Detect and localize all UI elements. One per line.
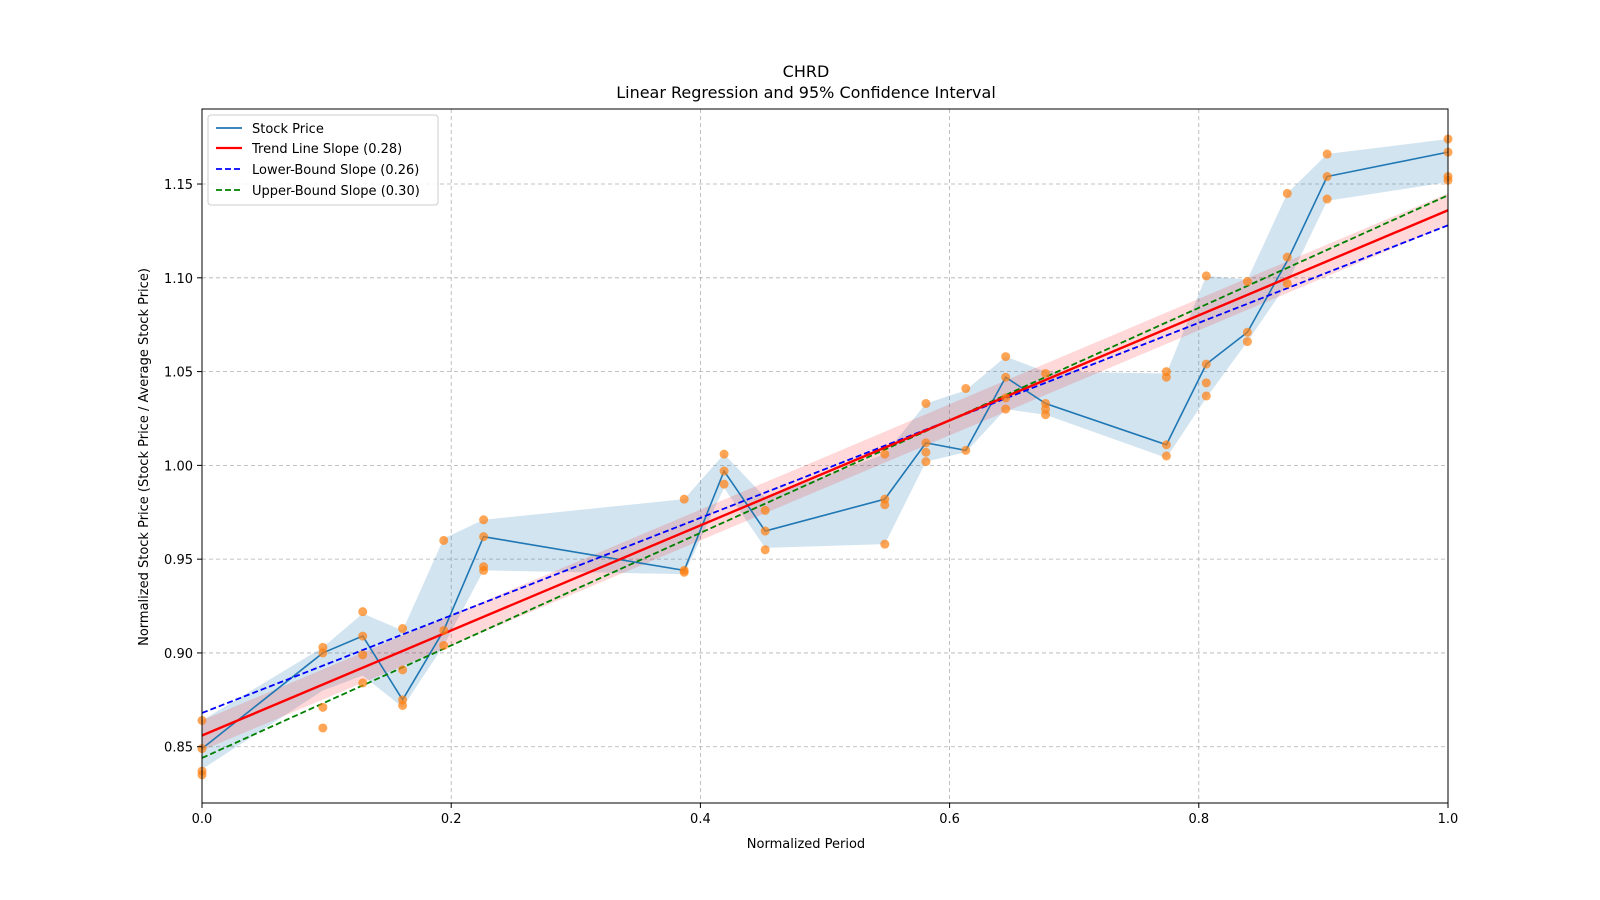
data-point [358,678,368,688]
data-point [760,526,770,536]
data-point [1161,451,1171,461]
data-point [961,383,971,393]
data-point [921,398,931,408]
data-point [1001,404,1011,414]
chart-subtitle: Linear Regression and 95% Confidence Int… [616,83,996,102]
data-point [880,500,890,510]
plot-frame [201,108,1449,804]
x-tick-label: 0.8 [1188,812,1209,827]
data-point [318,648,328,658]
data-point [1201,391,1211,401]
data-point [439,535,449,545]
data-points [197,134,1453,780]
data-point [1001,372,1011,382]
data-point [1282,188,1292,198]
y-tick-label: 0.85 [164,741,193,756]
data-point [439,640,449,650]
data-point [479,515,489,525]
data-point [479,565,489,575]
data-point [479,532,489,542]
data-point [921,457,931,467]
data-point [1041,368,1051,378]
data-point [1242,327,1252,337]
confidence-bands [202,139,1448,770]
data-point [1322,172,1332,182]
legend-label-stock-price: Stock Price [252,122,324,137]
y-tick-label: 1.05 [164,366,193,381]
chart-title: CHRD [783,62,830,81]
data-point [1322,194,1332,204]
data-point [1201,359,1211,369]
data-point [358,631,368,641]
legend-box [207,114,439,206]
data-point [318,723,328,733]
data-point [679,494,689,504]
data-point [318,702,328,712]
axis-ticks: 0.0 0.2 0.4 0.6 0.8 1.0 0.85 0.90 0.95 1.00 1.05 1.… [164,178,1458,827]
x-tick-label: 0.4 [690,812,711,827]
data-point [398,665,408,675]
y-tick-label: 1.10 [164,272,193,287]
data-point [1041,410,1051,420]
legend-label-trend-line: Trend Line Slope (0.28) [251,142,402,157]
data-point [880,539,890,549]
y-tick-label: 0.95 [164,553,193,568]
stock-price-line [201,151,1449,750]
data-point [1242,277,1252,287]
data-point [439,625,449,635]
y-axis-label: Normalized Stock Price (Stock Price / Av… [137,268,152,646]
legend: Stock Price Trend Line Slope (0.28) Lowe… [207,114,439,206]
data-point [358,607,368,617]
series-lines [201,151,1449,759]
data-point [921,438,931,448]
data-point [1001,352,1011,362]
data-point [760,505,770,515]
data-point [719,479,729,489]
stock-price-range-band [202,139,1448,770]
data-point [1161,440,1171,450]
data-point [1201,378,1211,388]
data-point [1201,271,1211,281]
data-point [1161,372,1171,382]
data-point [398,700,408,710]
x-axis-label: Normalized Period [747,837,865,852]
y-tick-label: 1.00 [164,459,193,474]
data-point [1322,149,1332,159]
data-point [961,445,971,455]
data-point [760,545,770,555]
legend-label-lower-bound: Lower-Bound Slope (0.26) [252,163,419,178]
lower-bound-line [201,224,1449,714]
upper-bound-line [201,194,1449,759]
data-point [679,567,689,577]
data-point [719,449,729,459]
x-tick-label: 1.0 [1438,812,1459,827]
y-tick-label: 0.90 [164,647,193,662]
data-point [880,449,890,459]
x-tick-label: 0.2 [441,812,462,827]
x-tick-label: 0.0 [192,812,213,827]
data-point [1242,337,1252,347]
data-point [1282,278,1292,288]
data-point [921,447,931,457]
y-tick-label: 1.15 [164,178,193,193]
data-point [398,624,408,634]
legend-label-upper-bound: Upper-Bound Slope (0.30) [252,184,420,199]
trend-line [201,209,1449,737]
data-point [1282,252,1292,262]
data-point [358,650,368,660]
data-point [1001,393,1011,403]
grid-lines [201,109,1449,803]
x-tick-label: 0.6 [939,812,960,827]
data-point [719,466,729,476]
